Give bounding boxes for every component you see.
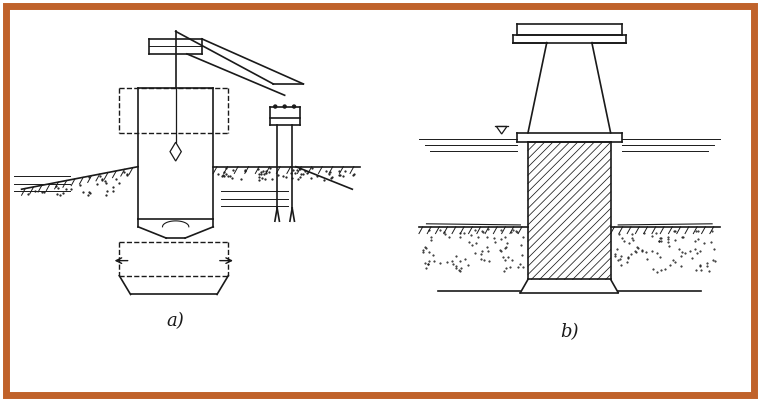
Circle shape [283,105,287,108]
Text: b): b) [560,323,578,341]
Circle shape [293,105,296,108]
Text: a): a) [166,312,185,330]
Circle shape [274,105,277,108]
